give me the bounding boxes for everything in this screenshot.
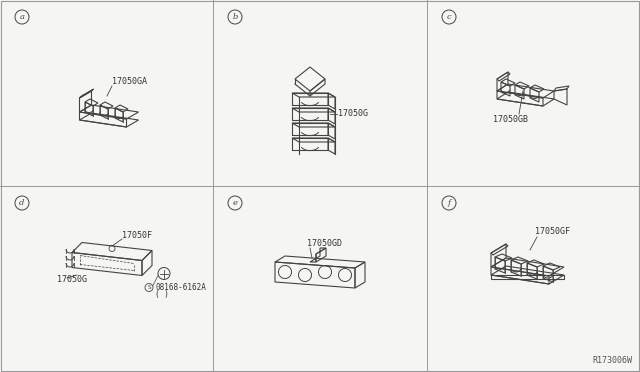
Text: 17050GD: 17050GD	[307, 240, 342, 248]
Text: 17050GB: 17050GB	[493, 115, 529, 124]
Text: S: S	[147, 285, 151, 290]
Text: c: c	[447, 13, 451, 21]
Text: e: e	[232, 199, 237, 207]
Text: ( ): ( )	[155, 290, 169, 299]
Text: 17050F: 17050F	[122, 231, 152, 241]
Text: f: f	[447, 199, 451, 207]
Text: 17050G: 17050G	[57, 276, 87, 285]
Text: b: b	[232, 13, 237, 21]
Text: 17050GF: 17050GF	[535, 228, 570, 237]
Text: 17050G: 17050G	[338, 109, 368, 119]
Text: 17050GA: 17050GA	[112, 77, 147, 87]
Text: d: d	[19, 199, 25, 207]
Text: R173006W: R173006W	[592, 356, 632, 365]
Text: a: a	[19, 13, 24, 21]
Text: 08168-6162A: 08168-6162A	[155, 283, 206, 292]
